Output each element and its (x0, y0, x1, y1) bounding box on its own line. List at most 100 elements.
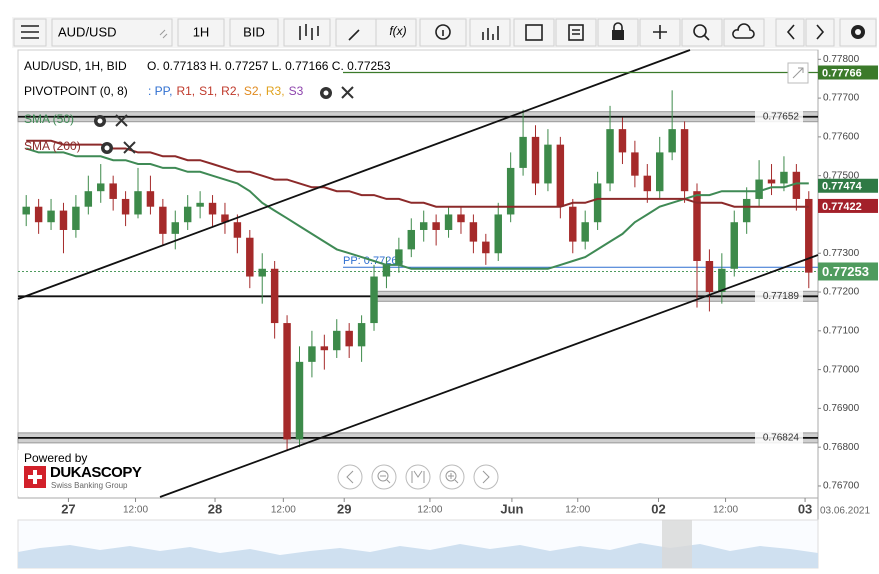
candle-body (519, 136, 527, 168)
candle-body (457, 214, 465, 223)
price-tag (818, 178, 878, 193)
navigator (17, 519, 819, 569)
candle-body (482, 241, 490, 254)
date-label: 03.06.2021 (820, 506, 870, 517)
candle-body (196, 202, 204, 207)
price-tag-label: 0.77474 (822, 181, 863, 193)
candle-body (146, 191, 155, 207)
pivot-item: : PP, (148, 84, 172, 98)
candle-body (494, 214, 502, 254)
candle-body (755, 179, 763, 199)
settings-button[interactable] (839, 18, 877, 47)
candle-body (246, 237, 254, 277)
crosshair-button[interactable] (639, 18, 681, 47)
side-text: BID (243, 24, 265, 39)
y-tick-label: 0.77500 (823, 170, 860, 181)
news-button[interactable] (555, 18, 597, 47)
candle-body (134, 191, 142, 215)
candle-body (556, 144, 565, 207)
legend: AUD/USD, 1H, BID O. 0.77183 H. 0.77257 L… (24, 59, 391, 154)
candle-body (419, 222, 428, 230)
zoom-in[interactable] (439, 464, 465, 490)
function-button[interactable]: f(x) (375, 18, 417, 47)
legend-ohlc: O. 0.77183 H. 0.77257 L. 0.77166 C. 0.77… (147, 59, 391, 73)
x-tick-label: 12:00 (713, 505, 738, 516)
candle-body (357, 323, 366, 347)
candle-body (84, 191, 93, 207)
pivot-item: S2, (244, 84, 262, 98)
lock-button[interactable] (597, 18, 639, 47)
calendar-button[interactable] (513, 18, 555, 47)
zoom-out[interactable] (371, 464, 397, 490)
pivot-items: : PP, R1, S1, R2, S2, R3, S3 (148, 84, 304, 98)
brand-cross (28, 470, 42, 484)
legend-title: AUD/USD, 1H, BID (24, 59, 127, 73)
zoom-button[interactable] (681, 18, 723, 47)
candle-body (47, 210, 55, 223)
info-button[interactable] (419, 18, 467, 47)
candle-body (258, 268, 266, 277)
candle-body (643, 175, 652, 192)
candle-body (233, 222, 242, 238)
candle-body (97, 183, 105, 192)
symbol-select[interactable]: AUD/USD (51, 18, 173, 47)
y-tick-label: 0.76700 (823, 481, 860, 492)
cloud-button[interactable] (723, 18, 765, 47)
candle-body (680, 129, 689, 192)
candle-body (506, 167, 515, 215)
indicators-button[interactable] (469, 18, 511, 47)
candle-body (656, 152, 664, 192)
pivot-title: PIVOTPOINT (0, 8) (24, 84, 128, 98)
powered-by: Powered by (24, 451, 87, 465)
candle-body (444, 214, 453, 230)
candle-body (531, 136, 540, 184)
remove-icon[interactable] (341, 86, 354, 99)
x-tick-label: 12:00 (123, 505, 148, 516)
candle-body (742, 198, 751, 223)
candle-body (780, 171, 788, 184)
candle-body (159, 206, 167, 234)
trend-line[interactable] (159, 254, 819, 498)
remove-icon[interactable] (115, 114, 128, 127)
candle-body (693, 191, 701, 262)
chart-type-button[interactable] (283, 18, 331, 47)
nav-buttons (337, 464, 499, 490)
level-label: 0.77189 (763, 291, 800, 302)
brand-tagline: Swiss Banking Group (51, 481, 128, 490)
candle-body (767, 179, 776, 184)
reset-view[interactable] (405, 464, 431, 490)
prev-button[interactable] (775, 18, 805, 47)
price-tag-label: 0.77766 (822, 67, 862, 79)
candle-body (34, 206, 43, 223)
settings-icon[interactable] (320, 87, 332, 99)
expand-button[interactable] (787, 62, 809, 84)
timeframe-text: 1H (193, 24, 210, 39)
settings-icon[interactable] (94, 115, 106, 127)
level-label-bg (755, 110, 803, 123)
price-tag-label: 0.77422 (822, 201, 862, 213)
candle-body (581, 222, 589, 242)
settings-icon[interactable] (101, 142, 113, 154)
remove-icon[interactable] (123, 141, 136, 154)
navigator-area (18, 543, 818, 568)
scroll-left[interactable] (337, 464, 363, 490)
candle-body (270, 268, 279, 324)
price-tag (818, 198, 878, 213)
level-label-bg (755, 431, 803, 444)
price-tag (818, 65, 878, 80)
candle-body (593, 183, 602, 223)
pivot-item: R3, (266, 84, 285, 98)
menu-button[interactable] (13, 18, 47, 47)
candle-body (121, 198, 130, 215)
symbol-text: AUD/USD (58, 24, 117, 39)
side-select[interactable]: BID (229, 18, 279, 47)
navigator-handle[interactable] (662, 520, 692, 568)
candle-body (283, 323, 291, 440)
timeframe-select[interactable]: 1H (177, 18, 225, 47)
scroll-right[interactable] (473, 464, 499, 490)
draw-button[interactable] (335, 18, 383, 47)
level-label: 0.77652 (763, 111, 800, 122)
trend-line[interactable] (17, 49, 691, 300)
next-button[interactable] (805, 18, 835, 47)
